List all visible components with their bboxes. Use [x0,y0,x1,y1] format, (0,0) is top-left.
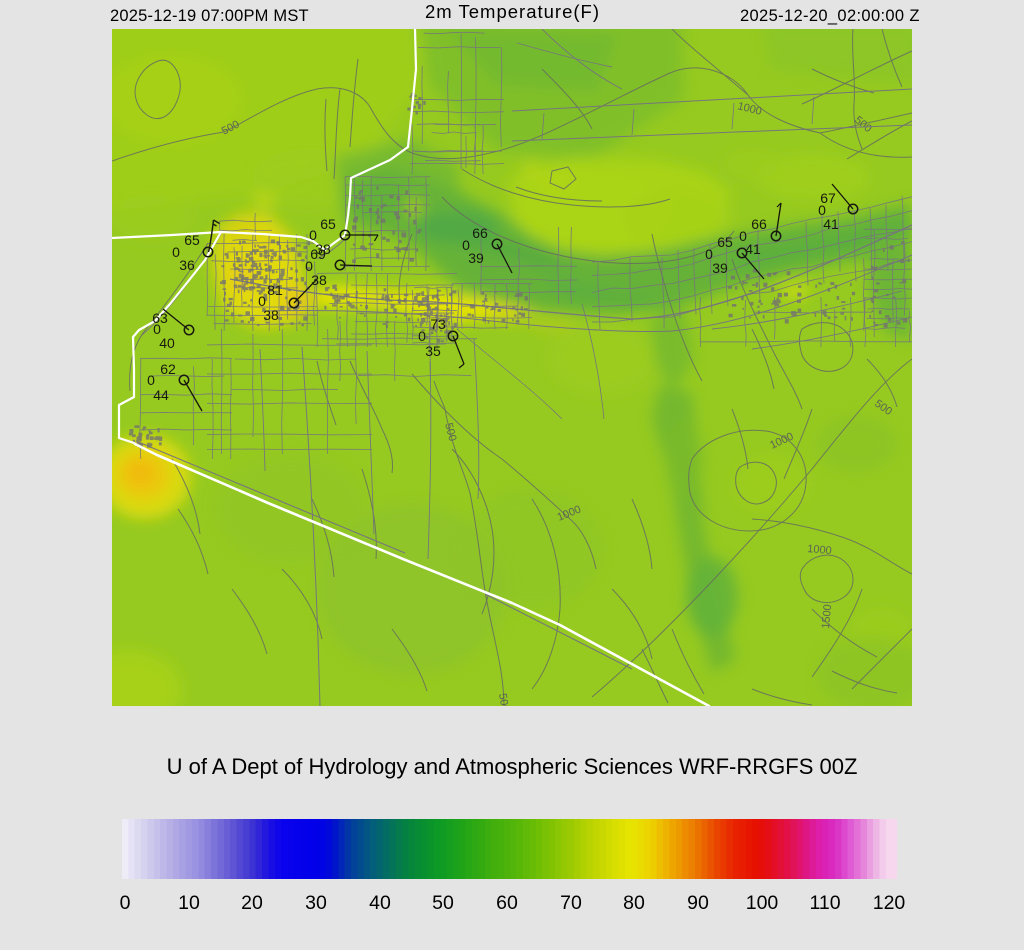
svg-text:0: 0 [305,258,313,274]
svg-text:41: 41 [823,216,839,232]
svg-text:0: 0 [309,227,317,243]
svg-text:66: 66 [751,216,767,232]
svg-text:0: 0 [258,293,266,309]
svg-text:69: 69 [310,246,326,262]
svg-text:62: 62 [160,361,176,377]
svg-text:38: 38 [315,241,331,257]
svg-text:44: 44 [153,387,169,403]
svg-text:0: 0 [705,246,713,262]
svg-text:63: 63 [152,310,168,326]
svg-text:0: 0 [818,202,826,218]
svg-text:38: 38 [311,272,327,288]
svg-text:500: 500 [442,422,458,443]
svg-text:1500: 1500 [820,604,834,629]
svg-text:1000: 1000 [807,543,832,557]
svg-text:0: 0 [739,228,747,244]
svg-text:73: 73 [430,316,446,332]
svg-text:0: 0 [462,237,470,253]
svg-text:67: 67 [820,190,836,206]
svg-text:66: 66 [472,225,488,241]
svg-text:65: 65 [184,232,200,248]
svg-text:0: 0 [418,328,426,344]
svg-text:35: 35 [425,343,441,359]
svg-text:500: 500 [496,692,511,706]
svg-text:0: 0 [153,321,161,337]
svg-text:0: 0 [147,372,155,388]
svg-text:38: 38 [263,307,279,323]
svg-text:39: 39 [712,260,728,276]
svg-text:0: 0 [172,244,180,260]
svg-text:36: 36 [179,257,195,273]
svg-text:41: 41 [745,241,761,257]
svg-text:65: 65 [320,216,336,232]
svg-text:39: 39 [468,250,484,266]
svg-text:65: 65 [717,234,733,250]
svg-text:40: 40 [159,335,175,351]
svg-text:1000: 1000 [736,100,763,118]
svg-text:81: 81 [267,282,283,298]
